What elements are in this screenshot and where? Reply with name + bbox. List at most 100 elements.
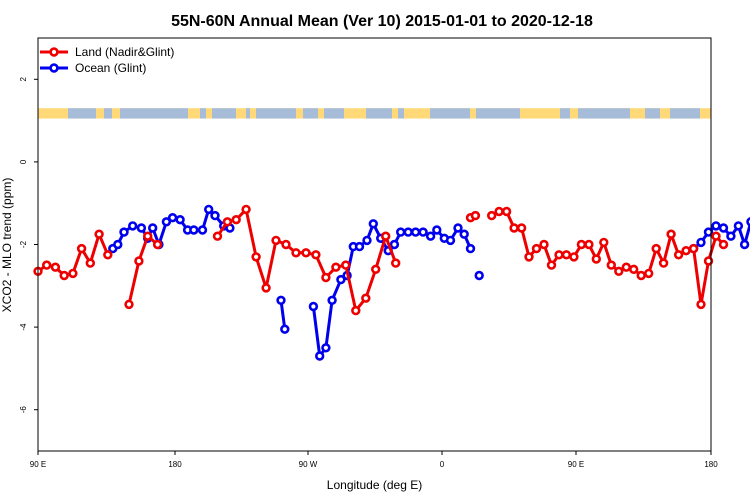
y-tick-label: -4 — [19, 323, 28, 331]
data-point — [576, 239, 587, 250]
data-point — [361, 293, 371, 303]
data-point — [76, 243, 87, 254]
data-point — [487, 210, 497, 221]
data-point — [271, 235, 281, 246]
data-point — [41, 260, 52, 270]
data-point — [470, 210, 481, 221]
data-point — [341, 260, 351, 270]
series-layer — [33, 204, 750, 361]
data-point — [391, 258, 401, 268]
data-point — [396, 227, 406, 237]
legend-swatch-marker — [49, 47, 59, 57]
data-point — [331, 262, 341, 272]
data-point — [591, 254, 601, 264]
data-point — [696, 299, 706, 310]
x-tick-label: 90 E — [568, 460, 584, 469]
data-point — [241, 204, 251, 215]
data-point — [315, 351, 325, 361]
data-point — [561, 250, 572, 260]
band-ocean-segment — [560, 108, 570, 119]
data-point — [113, 239, 123, 250]
x-tick-label: 180 — [168, 460, 182, 469]
data-point — [658, 258, 669, 268]
data-point — [327, 295, 337, 305]
data-point — [103, 250, 113, 260]
data-point — [167, 213, 178, 223]
data-point — [569, 252, 579, 262]
data-point — [222, 217, 233, 227]
data-point — [251, 252, 261, 262]
x-axis-label: Longitude (deg E) — [327, 478, 422, 492]
data-point — [459, 229, 469, 239]
band-ocean-segment — [200, 108, 206, 119]
data-point — [231, 215, 241, 225]
data-point — [368, 219, 378, 229]
series-line — [127, 234, 159, 305]
band-ocean-segment — [476, 108, 520, 119]
band-ocean-segment — [430, 108, 470, 119]
data-point — [280, 324, 290, 334]
band-ocean-segment — [68, 108, 96, 119]
data-point — [718, 239, 729, 250]
data-point — [539, 239, 549, 250]
y-axis-label: XCO2 - MLO trend (ppm) — [0, 178, 14, 313]
data-point — [189, 225, 199, 235]
data-point — [204, 204, 214, 215]
band-ocean-segment — [366, 108, 392, 119]
data-point — [681, 246, 691, 256]
data-point — [711, 231, 721, 241]
data-point — [362, 235, 372, 246]
data-point — [354, 241, 365, 252]
data-point — [628, 264, 639, 274]
data-point — [291, 248, 301, 258]
data-point — [321, 343, 331, 353]
band-ocean-segment — [120, 108, 188, 119]
data-point — [445, 235, 456, 246]
data-point — [733, 221, 744, 231]
data-point — [175, 215, 185, 225]
band-ocean-segment — [398, 108, 404, 119]
data-point — [432, 225, 442, 235]
data-point — [128, 221, 138, 231]
legend-label: Ocean (Glint) — [75, 61, 146, 75]
band-ocean-segment — [670, 108, 700, 119]
data-point — [746, 217, 750, 227]
legend-item: Ocean (Glint) — [40, 61, 146, 75]
data-point — [614, 266, 624, 276]
band-ocean-segment — [104, 108, 112, 119]
data-point — [726, 231, 736, 241]
data-point — [673, 250, 684, 260]
data-point — [465, 243, 476, 254]
series-land — [33, 204, 729, 316]
data-point — [718, 223, 729, 233]
y-tick-label: -6 — [19, 406, 28, 414]
y-tick-label: 0 — [19, 159, 28, 164]
land-ocean-band — [38, 108, 711, 119]
band-ocean-segment — [324, 108, 344, 119]
data-point — [621, 262, 631, 272]
data-point — [494, 206, 504, 217]
data-point — [321, 272, 331, 283]
data-point — [148, 223, 158, 233]
data-point — [546, 260, 557, 270]
plot-frame — [37, 37, 712, 452]
data-point — [212, 231, 223, 241]
legend: Land (Nadir&Glint) Ocean (Glint) — [40, 45, 174, 75]
band-ocean-segment — [645, 108, 660, 119]
data-point — [308, 301, 319, 312]
legend-label: Land (Nadir&Glint) — [75, 45, 174, 59]
band-ocean-segment — [212, 108, 236, 119]
band-ocean-segment — [303, 108, 318, 119]
data-point — [711, 221, 721, 231]
band-ocean-segment — [578, 108, 630, 119]
data-point — [666, 229, 676, 239]
data-point — [739, 239, 750, 250]
data-point — [516, 223, 527, 233]
data-point — [501, 206, 512, 217]
data-point — [68, 268, 78, 279]
data-point — [311, 250, 321, 260]
data-point — [509, 223, 519, 233]
data-point — [531, 243, 542, 254]
